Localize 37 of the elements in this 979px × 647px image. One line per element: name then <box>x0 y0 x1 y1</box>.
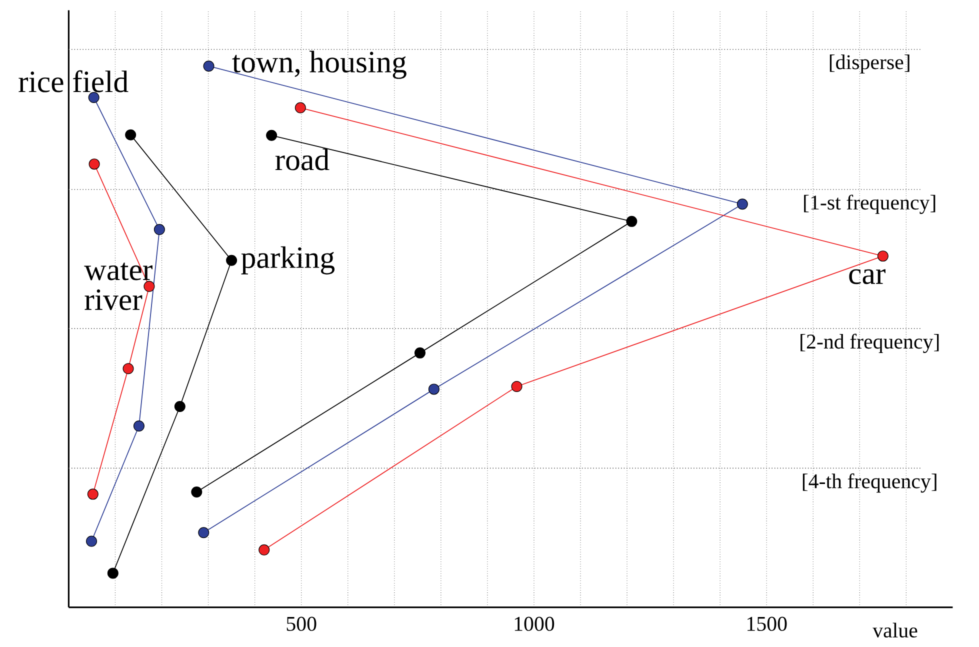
point <box>414 347 426 358</box>
point <box>88 92 100 103</box>
point <box>125 129 136 140</box>
point <box>226 254 238 266</box>
point <box>266 130 278 141</box>
ref-line-label: [4-th frequency] <box>802 473 936 493</box>
point <box>88 158 100 170</box>
x-axis-title: value <box>872 622 918 638</box>
point <box>294 102 306 114</box>
point <box>154 224 165 236</box>
point <box>198 527 210 538</box>
point <box>122 363 134 374</box>
point <box>174 401 186 412</box>
x-tick-label: 500 <box>286 616 316 631</box>
point <box>877 250 888 262</box>
x-tick-label: 1500 <box>748 616 787 631</box>
point <box>258 544 270 556</box>
point <box>107 568 118 579</box>
series-label: rice field <box>18 70 128 92</box>
series-label: parking <box>241 246 335 274</box>
ref-line-label: [1-st frequency] <box>804 194 936 214</box>
point <box>428 384 440 395</box>
x-tick-label: 1000 <box>514 616 554 631</box>
point <box>191 486 202 498</box>
ref-line-label: [disperse] <box>830 54 910 74</box>
point <box>626 216 638 227</box>
point <box>511 380 522 392</box>
point <box>86 536 98 547</box>
point <box>736 198 748 210</box>
point <box>203 60 214 72</box>
series-label: car <box>849 269 886 284</box>
ref-line-label: [2-nd frequency] <box>800 334 939 354</box>
point <box>133 420 144 432</box>
series-label: town, housing <box>232 50 406 79</box>
series-label: road <box>275 148 330 170</box>
point <box>144 280 155 292</box>
point <box>87 488 98 500</box>
